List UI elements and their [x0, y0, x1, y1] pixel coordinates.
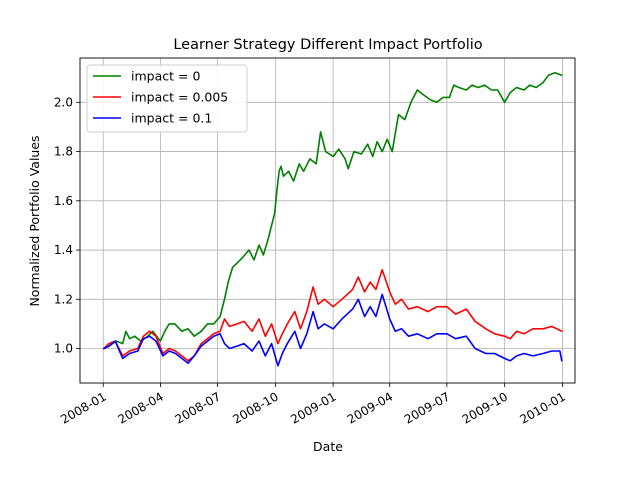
- y-tick-label: 1.8: [54, 145, 73, 159]
- legend-label-2: impact = 0.005: [131, 90, 228, 105]
- y-tick-label: 1.0: [54, 342, 73, 356]
- plot-frame: [79, 57, 576, 384]
- x-axis-label: Date: [313, 439, 343, 454]
- y-tick-label: 1.6: [54, 194, 73, 208]
- legend: impact = 0 impact = 0.005 impact = 0.1: [86, 64, 248, 133]
- y-tick-label: 2.0: [54, 95, 73, 109]
- legend-label-3: impact = 0.1: [131, 111, 212, 126]
- chart-title: Learner Strategy Different Impact Portfo…: [173, 37, 482, 53]
- y-axis: 1.0 1.2 1.4 1.6 1.8 2.0: [54, 95, 80, 356]
- series-line-3: [103, 293, 563, 367]
- series-line-2: [103, 268, 563, 362]
- series-layer: [103, 72, 563, 367]
- y-tick-label: 1.2: [54, 292, 73, 306]
- series-line-1: [103, 72, 563, 350]
- legend-box: [86, 64, 248, 133]
- y-axis-label: Normalized Portfolio Values: [27, 135, 42, 306]
- y-tick-label: 1.4: [54, 243, 73, 257]
- legend-label-1: impact = 0: [131, 69, 200, 84]
